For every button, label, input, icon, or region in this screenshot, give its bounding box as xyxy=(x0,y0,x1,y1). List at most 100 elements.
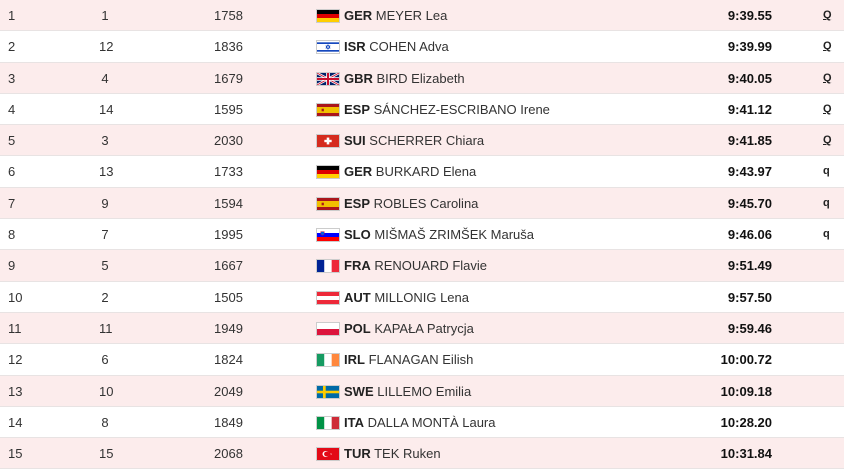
lane-cell: 7 xyxy=(101,227,109,243)
qualification-mark: q xyxy=(823,228,830,241)
athlete-link[interactable]: TUR TEK Ruken xyxy=(344,438,441,469)
bib-cell: 1595 xyxy=(214,101,243,117)
noc-code: FRA xyxy=(344,258,371,274)
gbr-flag-icon xyxy=(316,71,340,86)
athlete-link[interactable]: GER MEYER Lea xyxy=(344,0,447,31)
lane-cell: 2 xyxy=(101,289,109,305)
athlete-name: MEYER Lea xyxy=(375,8,448,23)
athlete-name: LILLEMO Emilia xyxy=(377,383,472,399)
noc-code: IRL xyxy=(344,352,365,368)
noc-code: GER xyxy=(344,164,373,180)
athlete-link[interactable]: ESP ROBLES Carolina xyxy=(344,188,478,219)
bib-cell: 1667 xyxy=(214,258,243,274)
esp-flag-icon xyxy=(316,102,340,117)
ger-flag-icon xyxy=(316,165,340,180)
athlete-name: TEK Ruken xyxy=(374,446,441,462)
result-time: 9:57.50 xyxy=(727,289,772,305)
bib-cell: 1849 xyxy=(214,414,243,430)
result-row[interactable]: 5 3 2030 SUI SCHERRER Chiara 9:41.85 Q xyxy=(0,125,844,157)
athlete-link[interactable]: ITA DALLA MONTÀ Laura xyxy=(344,407,496,438)
athlete-link[interactable]: GBR BIRD Elizabeth xyxy=(344,63,465,94)
athlete-link[interactable]: GER BURKARD Elena xyxy=(344,156,476,187)
lane-cell: 9 xyxy=(101,195,109,211)
lane-cell: 4 xyxy=(101,70,109,86)
athlete-link[interactable]: IRL FLANAGAN Eilish xyxy=(344,344,473,375)
result-time: 9:40.05 xyxy=(727,70,772,86)
rank-cell: 5 xyxy=(8,133,16,149)
result-time: 9:51.49 xyxy=(727,258,772,274)
qualification-mark: Q xyxy=(823,134,832,147)
athlete-link[interactable]: ESP SÁNCHEZ-ESCRIBANO Irene xyxy=(344,94,550,125)
rank-cell: 2 xyxy=(8,39,16,55)
athlete-link[interactable]: ISR COHEN Adva xyxy=(344,31,449,62)
athlete-name: FLANAGAN Eilish xyxy=(368,352,474,368)
result-row[interactable]: 7 9 1594 ESP ROBLES Carolina 9:45.70 q xyxy=(0,187,844,220)
lane-cell: 6 xyxy=(101,352,109,368)
athlete-name: SÁNCHEZ-ESCRIBANO Irene xyxy=(373,101,550,117)
qualification-mark: q xyxy=(823,165,830,178)
noc-code: ESP xyxy=(344,101,371,117)
athlete-link[interactable]: AUT MILLONIG Lena xyxy=(344,282,469,313)
result-row[interactable]: 6 13 1733 GER BURKARD Elena 9:43.97 q xyxy=(0,156,844,188)
noc-code: SUI xyxy=(344,133,366,149)
lane-cell: 3 xyxy=(101,133,109,149)
result-row[interactable]: 10 2 1505 AUT MILLONIG Lena 9:57.50 xyxy=(0,281,844,313)
rank-cell: 12 xyxy=(8,352,23,368)
athlete-link[interactable]: SLO MIŠMAŠ ZRIMŠEK Maruša xyxy=(344,219,534,250)
noc-code: GER xyxy=(344,8,373,23)
rank-cell: 13 xyxy=(8,383,23,399)
noc-code: SWE xyxy=(344,383,374,399)
result-row[interactable]: 15 15 2068 TUR TEK Ruken 10:31.84 xyxy=(0,438,844,470)
slo-flag-icon xyxy=(316,228,340,243)
qualification-mark: q xyxy=(823,196,830,209)
athlete-link[interactable]: POL KAPAŁA Patrycja xyxy=(344,313,474,344)
lane-cell: 10 xyxy=(99,383,114,399)
rank-cell: 4 xyxy=(8,101,16,117)
result-row[interactable]: 12 6 1824 IRL FLANAGAN Eilish 10:00.72 xyxy=(0,344,844,376)
noc-code: ISR xyxy=(344,39,366,55)
result-time: 9:46.06 xyxy=(727,227,772,243)
rank-cell: 14 xyxy=(8,414,23,430)
rank-cell: 15 xyxy=(8,446,23,462)
irl-flag-icon xyxy=(316,353,340,368)
noc-code: POL xyxy=(344,320,371,336)
athlete-link[interactable]: SWE LILLEMO Emilia xyxy=(344,376,471,407)
bib-cell: 1594 xyxy=(214,195,243,211)
result-time: 10:09.18 xyxy=(720,383,772,399)
result-time: 9:59.46 xyxy=(727,320,772,336)
rank-cell: 9 xyxy=(8,258,16,274)
noc-code: ESP xyxy=(344,195,371,211)
lane-cell: 13 xyxy=(99,164,114,180)
result-row[interactable]: 3 4 1679 GBR BIRD Elizabeth 9:40.05 Q xyxy=(0,62,844,94)
result-row[interactable]: 8 7 1995 SLO MIŠMAŠ ZRIMŠEK Maruša 9:46.… xyxy=(0,219,844,251)
athlete-name: ROBLES Carolina xyxy=(373,195,479,211)
result-time: 9:39.55 xyxy=(727,8,772,23)
athlete-name: RENOUARD Flavie xyxy=(374,258,488,274)
result-row[interactable]: 2 12 1836 ISR COHEN Adva 9:39.99 Q xyxy=(0,31,844,63)
result-time: 9:39.99 xyxy=(727,39,772,55)
athlete-name: BIRD Elizabeth xyxy=(376,70,465,86)
result-row[interactable]: 11 11 1949 POL KAPAŁA Patrycja 9:59.46 xyxy=(0,312,844,345)
sui-flag-icon xyxy=(316,134,340,149)
noc-code: AUT xyxy=(344,289,371,305)
bib-cell: 1824 xyxy=(214,352,243,368)
rank-cell: 6 xyxy=(8,164,16,180)
noc-code: TUR xyxy=(344,446,371,462)
result-row[interactable]: 4 14 1595 ESP SÁNCHEZ-ESCRIBANO Irene 9:… xyxy=(0,93,844,126)
result-row[interactable]: 13 10 2049 SWE LILLEMO Emilia 10:09.18 xyxy=(0,375,844,407)
result-row[interactable]: 9 5 1667 FRA RENOUARD Flavie 9:51.49 xyxy=(0,250,844,282)
bib-cell: 1758 xyxy=(214,8,243,23)
bib-cell: 1949 xyxy=(214,320,243,336)
result-row[interactable]: 1 1 1758 GER MEYER Lea 9:39.55 Q xyxy=(0,0,844,32)
ger-flag-icon xyxy=(316,9,340,23)
athlete-name: COHEN Adva xyxy=(369,39,449,55)
athlete-link[interactable]: FRA RENOUARD Flavie xyxy=(344,250,487,281)
bib-cell: 1733 xyxy=(214,164,243,180)
qualification-mark: Q xyxy=(823,9,832,21)
athlete-name: MIŠMAŠ ZRIMŠEK Maruša xyxy=(374,227,534,243)
tur-flag-icon xyxy=(316,447,340,462)
result-row[interactable]: 14 8 1849 ITA DALLA MONTÀ Laura 10:28.20 xyxy=(0,406,844,439)
ita-flag-icon xyxy=(316,415,340,430)
athlete-link[interactable]: SUI SCHERRER Chiara xyxy=(344,125,484,156)
bib-cell: 2068 xyxy=(214,446,243,462)
